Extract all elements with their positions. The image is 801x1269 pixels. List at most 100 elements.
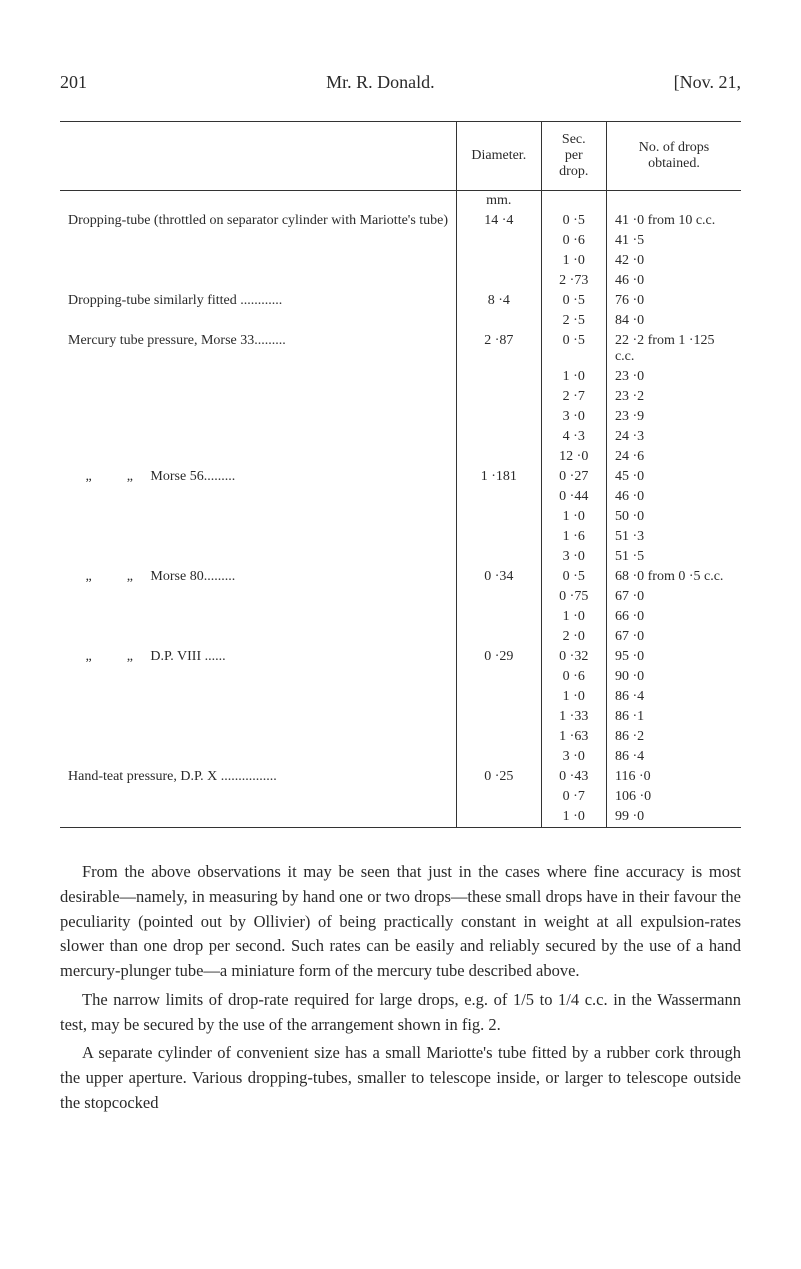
sec-cell: 0 ·7 — [541, 787, 606, 807]
diameter-cell — [457, 747, 542, 767]
table-row: 1 ·066 ·0 — [60, 607, 741, 627]
drops-cell: 23 ·2 — [606, 387, 741, 407]
col-drops-header: No. of drops obtained. — [606, 122, 741, 191]
diameter-cell — [457, 507, 542, 527]
diameter-cell — [457, 251, 542, 271]
diameter-cell — [457, 311, 542, 331]
drops-cell: 86 ·4 — [606, 687, 741, 707]
drops-cell: 67 ·0 — [606, 627, 741, 647]
table-row: „ „ Morse 80.........0 ·340 ·568 ·0 from… — [60, 567, 741, 587]
description-cell — [60, 527, 457, 547]
diameter-cell — [457, 707, 542, 727]
description-cell — [60, 707, 457, 727]
paragraph: A separate cylinder of convenient size h… — [60, 1041, 741, 1115]
diameter-cell — [457, 387, 542, 407]
diameter-cell: 0 ·34 — [457, 567, 542, 587]
description-cell — [60, 311, 457, 331]
diameter-cell — [457, 787, 542, 807]
drops-cell: 51 ·3 — [606, 527, 741, 547]
paragraph: From the above observations it may be se… — [60, 860, 741, 984]
paragraph: The narrow limits of drop-rate required … — [60, 988, 741, 1038]
table-row: 2 ·723 ·2 — [60, 387, 741, 407]
table-row: Dropping-tube (throttled on separator cy… — [60, 211, 741, 231]
description-cell — [60, 727, 457, 747]
sec-cell: 2 ·7 — [541, 387, 606, 407]
table-row: 3 ·086 ·4 — [60, 747, 741, 767]
sec-cell: 1 ·0 — [541, 367, 606, 387]
diameter-cell — [457, 687, 542, 707]
diameter-cell — [457, 271, 542, 291]
table-row: 0 ·641 ·5 — [60, 231, 741, 251]
diameter-cell: 14 ·4 — [457, 211, 542, 231]
drops-cell: 95 ·0 — [606, 647, 741, 667]
table-row: „ „ Morse 56.........1 ·1810 ·2745 ·0 — [60, 467, 741, 487]
drops-cell: 23 ·0 — [606, 367, 741, 387]
table-row: 12 ·024 ·6 — [60, 447, 741, 467]
drops-cell: 24 ·3 — [606, 427, 741, 447]
diameter-cell — [457, 587, 542, 607]
sec-cell: 0 ·75 — [541, 587, 606, 607]
table-row: 4 ·324 ·3 — [60, 427, 741, 447]
diameter-cell — [457, 231, 542, 251]
table-row: Hand-teat pressure, D.P. X .............… — [60, 767, 741, 787]
table-row: 3 ·023 ·9 — [60, 407, 741, 427]
table-row: 0 ·690 ·0 — [60, 667, 741, 687]
sec-cell: 2 ·0 — [541, 627, 606, 647]
drops-cell: 86 ·2 — [606, 727, 741, 747]
description-cell: Dropping-tube (throttled on separator cy… — [60, 211, 457, 231]
description-cell — [60, 231, 457, 251]
description-cell — [60, 627, 457, 647]
description-cell — [60, 547, 457, 567]
diameter-cell — [457, 547, 542, 567]
description-cell: Dropping-tube similarly fitted .........… — [60, 291, 457, 311]
table-row: 2 ·7346 ·0 — [60, 271, 741, 291]
table-row: 0 ·7567 ·0 — [60, 587, 741, 607]
table-header-row: Diameter. Sec. per drop. No. of drops ob… — [60, 122, 741, 191]
col-sec-header: Sec. per drop. — [541, 122, 606, 191]
diameter-cell — [457, 667, 542, 687]
table-row: 2 ·067 ·0 — [60, 627, 741, 647]
description-cell — [60, 787, 457, 807]
sec-cell: 1 ·0 — [541, 807, 606, 828]
author-name: Mr. R. Donald. — [326, 72, 435, 93]
diameter-cell — [457, 727, 542, 747]
description-cell — [60, 251, 457, 271]
table-row: 1 ·050 ·0 — [60, 507, 741, 527]
description-cell — [60, 271, 457, 291]
page-number: 201 — [60, 72, 87, 93]
description-cell: „ „ D.P. VIII ...... — [60, 647, 457, 667]
table-row: „ „ D.P. VIII ......0 ·290 ·3295 ·0 — [60, 647, 741, 667]
sec-cell: 0 ·5 — [541, 567, 606, 587]
sec-cell: 0 ·27 — [541, 467, 606, 487]
table-row: 0 ·4446 ·0 — [60, 487, 741, 507]
diameter-cell — [457, 807, 542, 828]
description-cell — [60, 427, 457, 447]
table-row: 1 ·023 ·0 — [60, 367, 741, 387]
description-cell — [60, 487, 457, 507]
description-cell — [60, 747, 457, 767]
diameter-cell — [457, 407, 542, 427]
diameter-cell: 8 ·4 — [457, 291, 542, 311]
sec-cell: 1 ·0 — [541, 687, 606, 707]
drops-cell: 68 ·0 from 0 ·5 c.c. — [606, 567, 741, 587]
drops-cell: 46 ·0 — [606, 271, 741, 291]
diameter-cell: 0 ·25 — [457, 767, 542, 787]
table-row: 1 ·651 ·3 — [60, 527, 741, 547]
col-diameter-header: Diameter. — [457, 122, 542, 191]
table-row: Dropping-tube similarly fitted .........… — [60, 291, 741, 311]
drops-cell: 24 ·6 — [606, 447, 741, 467]
sec-cell: 1 ·0 — [541, 607, 606, 627]
drops-cell: 46 ·0 — [606, 487, 741, 507]
sec-cell: 1 ·33 — [541, 707, 606, 727]
drops-cell: 42 ·0 — [606, 251, 741, 271]
sec-cell: 1 ·0 — [541, 507, 606, 527]
sec-cell: 12 ·0 — [541, 447, 606, 467]
description-cell — [60, 407, 457, 427]
description-cell — [60, 387, 457, 407]
drops-cell: 84 ·0 — [606, 311, 741, 331]
description-cell — [60, 507, 457, 527]
sec-cell: 1 ·6 — [541, 527, 606, 547]
sec-cell: 2 ·5 — [541, 311, 606, 331]
table-row: 1 ·6386 ·2 — [60, 727, 741, 747]
drops-cell: 22 ·2 from 1 ·125 c.c. — [606, 331, 741, 367]
